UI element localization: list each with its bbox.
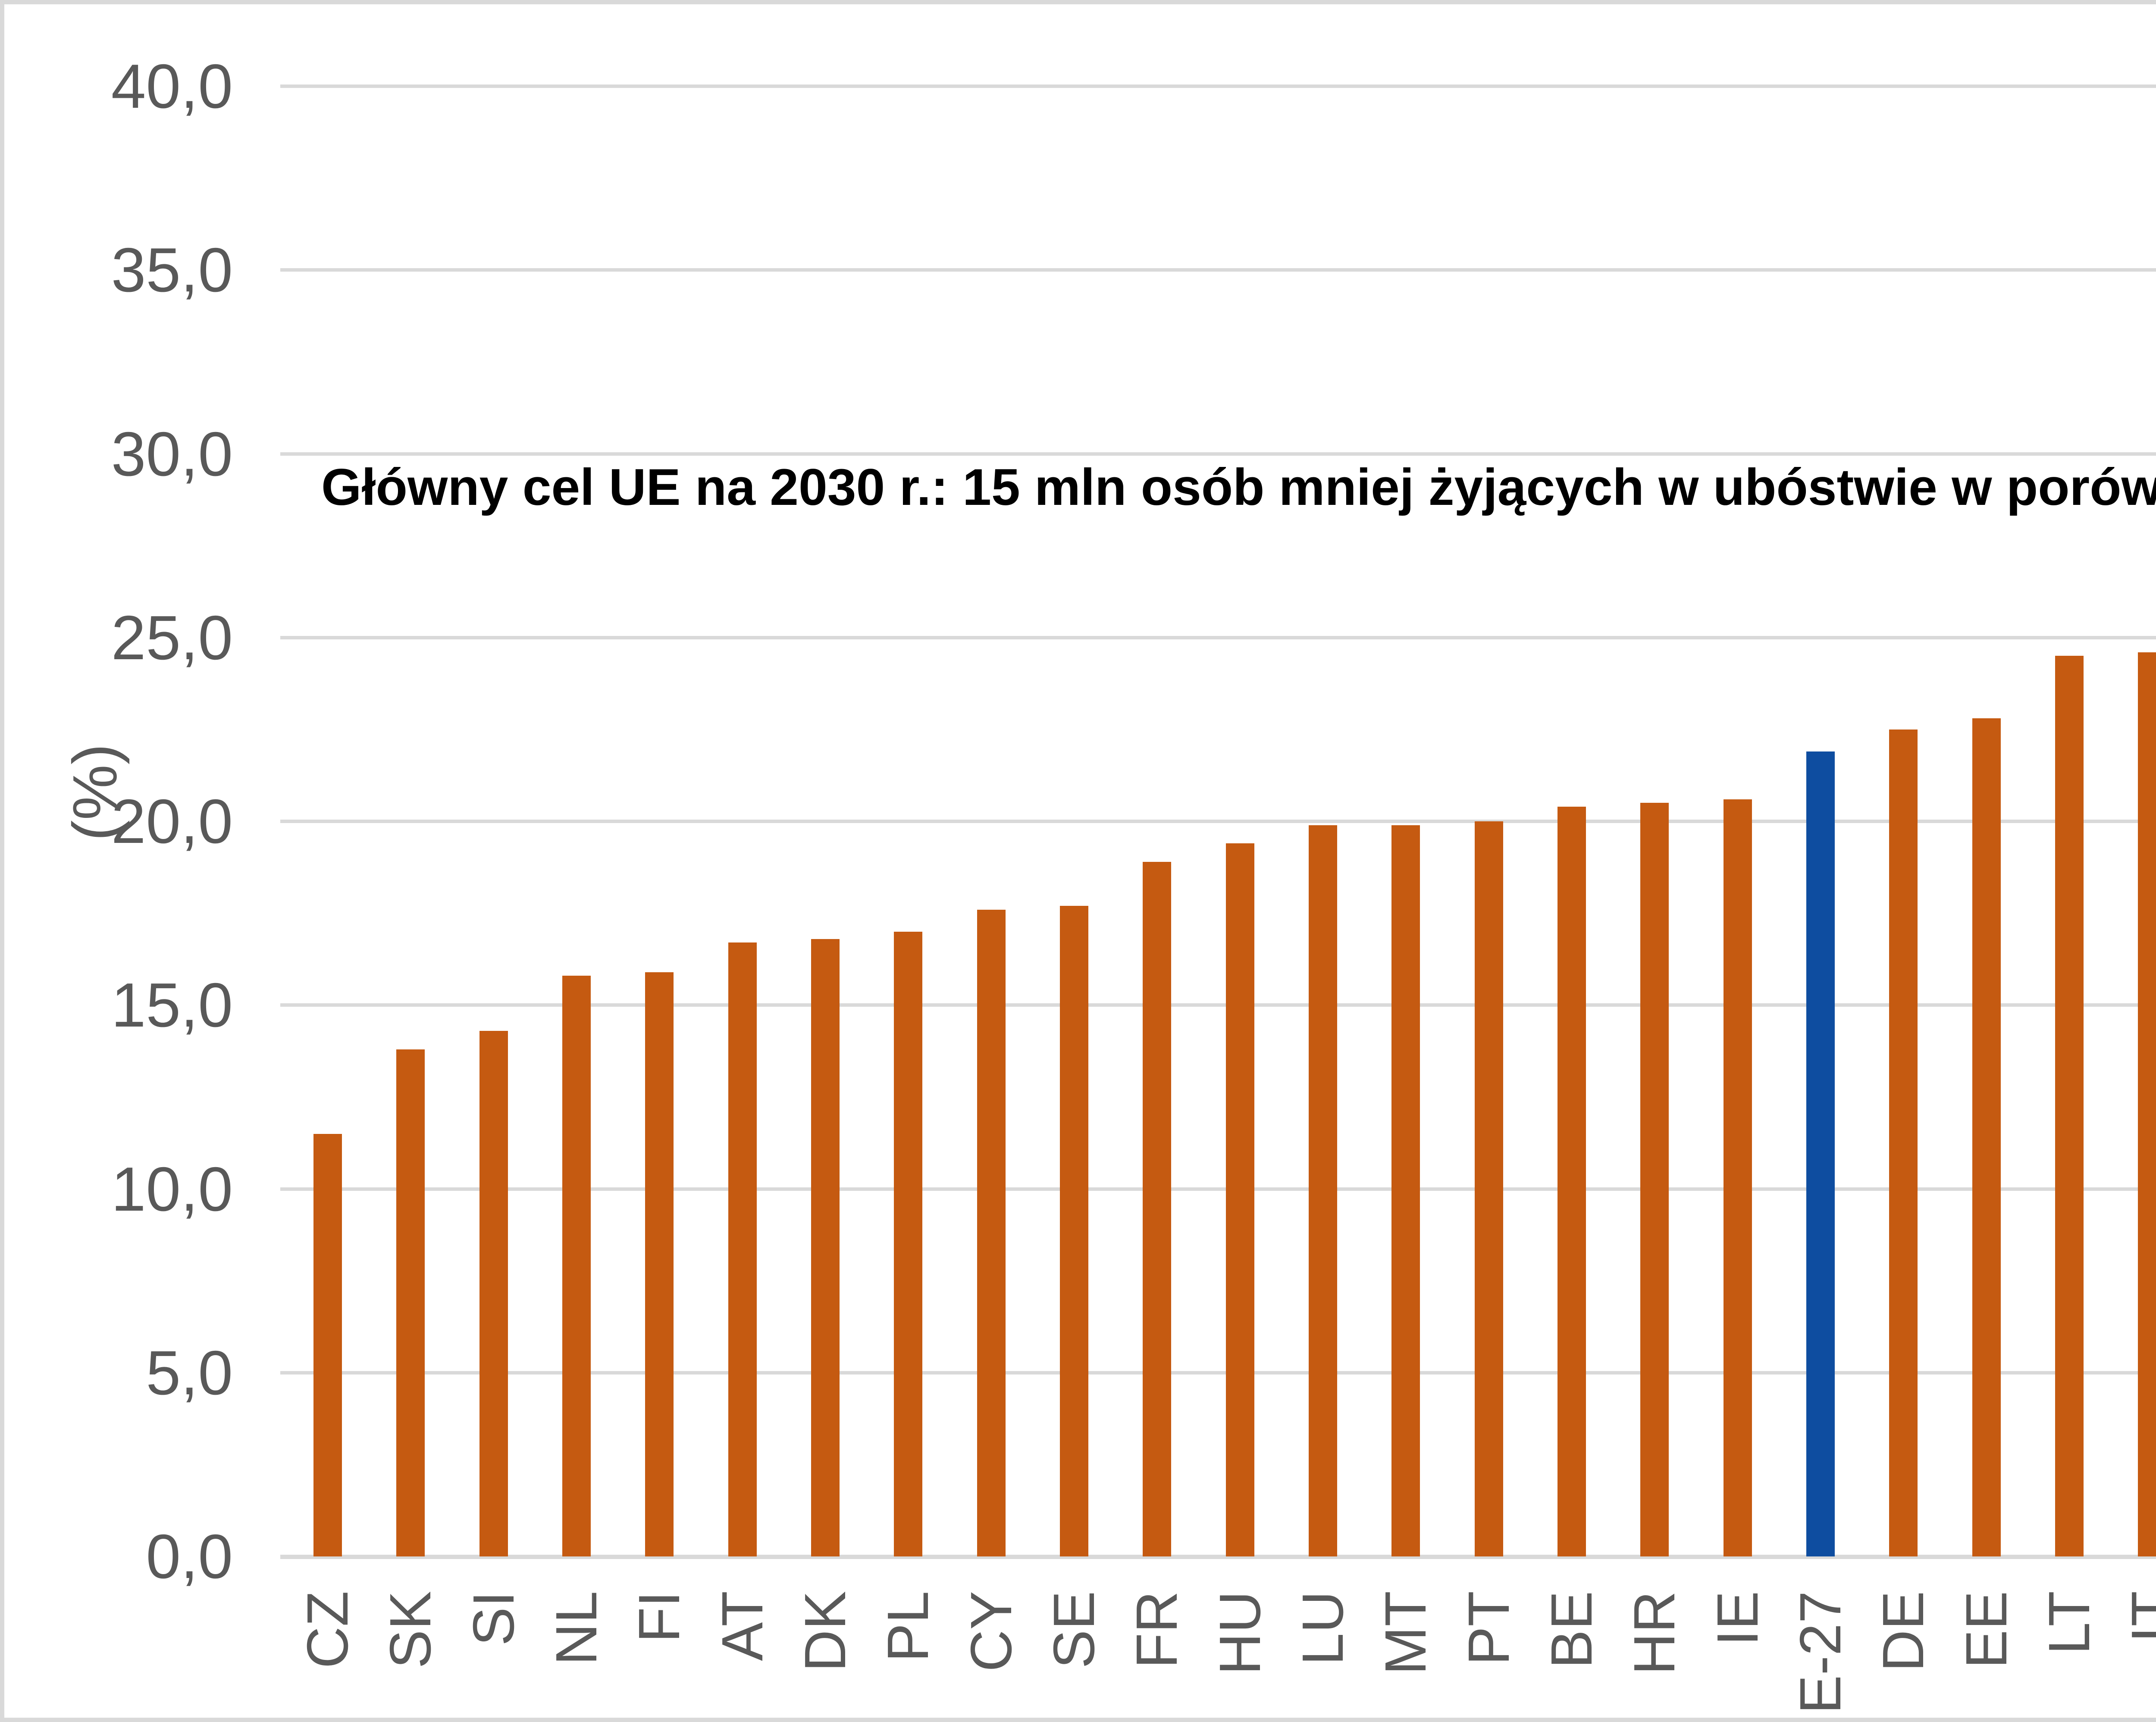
- x-tick-label-CY: CY: [958, 1591, 1024, 1672]
- bar-UE-27: [1806, 751, 1835, 1556]
- y-tick-label-20,0: 20,0: [111, 786, 233, 856]
- x-tick-label-FI: FI: [627, 1591, 692, 1643]
- bar-DK: [811, 939, 840, 1556]
- bar-BE: [1557, 806, 1586, 1556]
- gridline-30: [280, 452, 2156, 456]
- x-tick-label-SK: SK: [378, 1591, 443, 1669]
- gridline-25: [280, 636, 2156, 639]
- bar-PT: [1474, 821, 1503, 1556]
- y-tick-label-10,0: 10,0: [111, 1154, 233, 1224]
- x-tick-label-BE: BE: [1539, 1591, 1604, 1669]
- bar-DE: [1889, 729, 1918, 1556]
- bar-CY: [977, 909, 1006, 1556]
- bar-NL: [562, 976, 591, 1556]
- bar-CZ: [313, 1133, 342, 1556]
- gridline-20: [280, 820, 2156, 823]
- bar-EE: [1972, 718, 2001, 1556]
- bar-FR: [1143, 861, 1172, 1556]
- x-tick-label-HR: HR: [1622, 1591, 1687, 1675]
- bar-AT: [728, 942, 757, 1556]
- x-tick-label-AT: AT: [709, 1591, 775, 1661]
- y-tick-label-30,0: 30,0: [111, 419, 233, 489]
- bar-IE: [1723, 799, 1752, 1556]
- x-tick-label-MT: MT: [1373, 1591, 1438, 1675]
- chart-annotation: Główny cel UE na 2030 r.: 15 mln osób mn…: [321, 458, 2156, 516]
- x-axis-line: [280, 1555, 2156, 1559]
- x-tick-label-PT: PT: [1456, 1591, 1521, 1666]
- bar-HU: [1225, 843, 1254, 1556]
- y-tick-label-0,0: 0,0: [146, 1522, 233, 1591]
- x-tick-label-UE-27: UE-27: [1787, 1591, 1853, 1722]
- y-tick-label-5,0: 5,0: [146, 1337, 233, 1408]
- gridline-40: [280, 85, 2156, 88]
- x-tick-label-NL: NL: [543, 1591, 609, 1666]
- x-tick-label-EE: EE: [1953, 1591, 2019, 1669]
- x-tick-label-DK: DK: [792, 1591, 858, 1672]
- x-tick-label-CZ: CZ: [295, 1591, 360, 1669]
- x-tick-label-DE: DE: [1871, 1591, 1936, 1672]
- y-tick-label-15,0: 15,0: [111, 970, 233, 1040]
- bar-SI: [479, 1030, 508, 1556]
- bar-FI: [645, 972, 674, 1556]
- bar-PL: [894, 931, 923, 1556]
- x-tick-label-LT: LT: [2036, 1591, 2102, 1655]
- bar-SK: [396, 1049, 425, 1556]
- x-tick-label-IE: IE: [1705, 1591, 1770, 1646]
- y-tick-label-35,0: 35,0: [111, 235, 233, 305]
- x-tick-label-HU: HU: [1207, 1591, 1272, 1675]
- gridline-10: [280, 1187, 2156, 1191]
- x-tick-label-SE: SE: [1041, 1591, 1106, 1669]
- bar-SE: [1059, 906, 1088, 1556]
- bar-MT: [1391, 825, 1420, 1556]
- bar-HR: [1640, 803, 1669, 1556]
- x-tick-label-SI: SI: [461, 1591, 526, 1646]
- x-tick-label-IT: IT: [2119, 1591, 2156, 1643]
- x-tick-label-FR: FR: [1124, 1591, 1190, 1669]
- x-tick-label-LU: LU: [1290, 1591, 1355, 1666]
- gridline-15: [280, 1003, 2156, 1007]
- bar-LU: [1308, 825, 1337, 1556]
- gridline-5: [280, 1371, 2156, 1374]
- bar-LT: [2055, 656, 2084, 1556]
- bar-IT: [2138, 652, 2156, 1556]
- y-tick-label-25,0: 25,0: [111, 602, 233, 673]
- x-tick-label-PL: PL: [875, 1591, 941, 1663]
- gridline-35: [280, 268, 2156, 272]
- y-tick-label-40,0: 40,0: [111, 51, 233, 121]
